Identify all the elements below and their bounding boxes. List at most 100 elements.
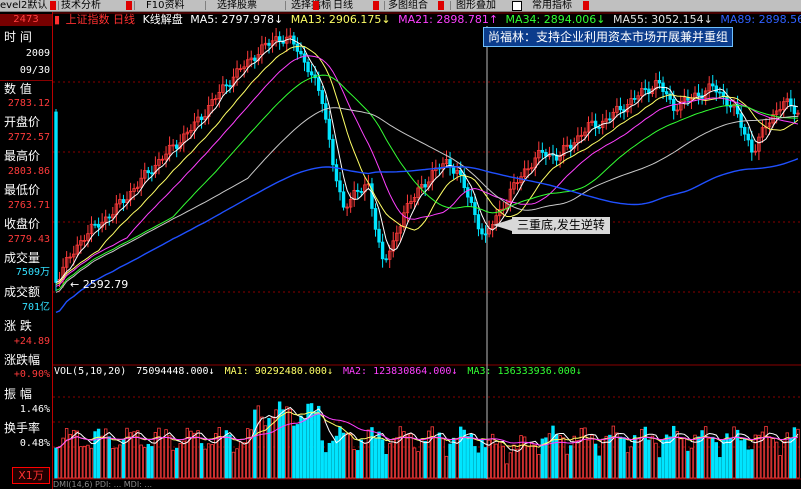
candle-body (473, 202, 477, 216)
change-pct-label: 涨跌幅 (4, 353, 41, 367)
overlay-checkbox-icon[interactable] (512, 1, 522, 11)
volume-bar (313, 411, 317, 479)
volume-bar (480, 438, 484, 479)
candle-body (384, 258, 388, 261)
volume-bar (529, 442, 534, 479)
menu-dropdown-icon[interactable] (313, 1, 319, 10)
menu-dropdown-icon[interactable] (373, 1, 379, 10)
unit-toggle-button[interactable]: X1万 (12, 467, 50, 484)
volume-bar (498, 441, 502, 479)
menu-dropdown-icon[interactable] (583, 1, 589, 10)
volume-bar (551, 425, 555, 479)
candle-body (373, 208, 378, 230)
volume-bar (508, 452, 513, 479)
volume-bar (565, 453, 569, 479)
volume-bar (64, 428, 69, 479)
candle-body (214, 98, 218, 101)
candle-body (405, 203, 410, 214)
volume-bar (615, 432, 619, 479)
candle-body (476, 214, 481, 230)
turnover-label: 换手率 (4, 421, 41, 435)
candle-body (522, 168, 527, 178)
candle-body (782, 101, 786, 110)
menu-overlay[interactable]: 图形叠加 (456, 0, 496, 11)
candle-body (309, 71, 314, 76)
chart-subtitle[interactable]: K线解盘 (142, 13, 183, 26)
menu-f10[interactable]: F10资料 (146, 0, 185, 11)
candle-body (721, 91, 726, 98)
volume-bar (61, 437, 65, 479)
menu-select-indicator[interactable]: 选择指标 (291, 0, 331, 11)
volume-bar (593, 443, 598, 479)
volume-bar (789, 438, 793, 479)
news-tooltip[interactable]: 尚福林：支持企业利用资本市场开展兼并重组 (483, 27, 734, 47)
volume-bar (167, 435, 172, 479)
menu-dropdown-icon[interactable] (126, 1, 132, 10)
volume-bar (263, 425, 268, 479)
candle-body (785, 98, 789, 103)
menu-daily[interactable]: 日线 (333, 0, 353, 11)
volume-bar (221, 436, 225, 479)
volume-bar (348, 433, 353, 479)
candle-body (345, 206, 349, 209)
volume-bar (533, 444, 537, 479)
candle-body (75, 244, 79, 255)
volume-bar (178, 443, 182, 479)
kline-chart[interactable] (53, 12, 801, 489)
candle-body (579, 134, 584, 137)
vol-ma1: MA1: 90292480.000↓ (224, 366, 333, 377)
volume-bar (334, 435, 339, 479)
volume-bar (235, 448, 239, 479)
volume-bar (320, 440, 324, 479)
menu-select-stock[interactable]: 选择股票 (217, 0, 257, 11)
app-logo: 2473 (0, 14, 52, 26)
volume-bar (416, 451, 420, 479)
volume-bar (256, 405, 261, 479)
menu-dropdown-icon[interactable] (438, 1, 444, 10)
volume-bar (373, 438, 378, 479)
menu-technical-analysis[interactable]: 技术分析 (61, 0, 101, 11)
volume-bar (267, 418, 271, 479)
high-value: 2803.86 (7, 166, 50, 177)
candle-body (274, 36, 278, 42)
volume-bar (238, 441, 243, 479)
menu-multi-chart[interactable]: 多图组合 (388, 0, 428, 11)
volume-bar (274, 409, 278, 479)
menu-divider (205, 1, 206, 10)
volume-bar (558, 435, 562, 479)
candle-body (107, 216, 111, 219)
candle-body (132, 188, 136, 192)
pin-icon[interactable]: ▮ (54, 13, 61, 26)
candle-body (789, 98, 793, 107)
candle-body (96, 223, 101, 228)
volume-bar (427, 430, 431, 479)
volume-bar (160, 437, 165, 479)
candle-body (558, 154, 562, 161)
candle-body (338, 180, 342, 193)
candle-body (320, 90, 324, 105)
volume-bar (75, 430, 79, 479)
menu-dropdown-icon[interactable] (50, 1, 56, 10)
volume-bar (469, 433, 474, 479)
volume-bar (192, 432, 197, 479)
volume-bar (657, 457, 662, 479)
menu-layout[interactable]: evel2默认 (0, 0, 48, 11)
volume-bar (561, 437, 566, 479)
volume-bar (444, 455, 449, 479)
menu-common-indicators[interactable]: 常用指标 (532, 0, 572, 11)
candle-body (341, 191, 346, 208)
candle-body (419, 184, 424, 189)
volume-bar (583, 427, 587, 479)
volume-bar (618, 436, 623, 479)
volume-bar (490, 433, 495, 479)
candle-body (395, 232, 399, 242)
volume-bar (661, 439, 665, 479)
candle-body (228, 85, 232, 87)
candle-body (139, 177, 143, 188)
pattern-callout: 三重底,发生逆转 (512, 217, 610, 234)
candle-body (483, 233, 488, 236)
volume-bar (405, 434, 410, 479)
candle-body (640, 88, 644, 97)
volume-bar (121, 439, 126, 479)
volume-bar (711, 436, 715, 479)
